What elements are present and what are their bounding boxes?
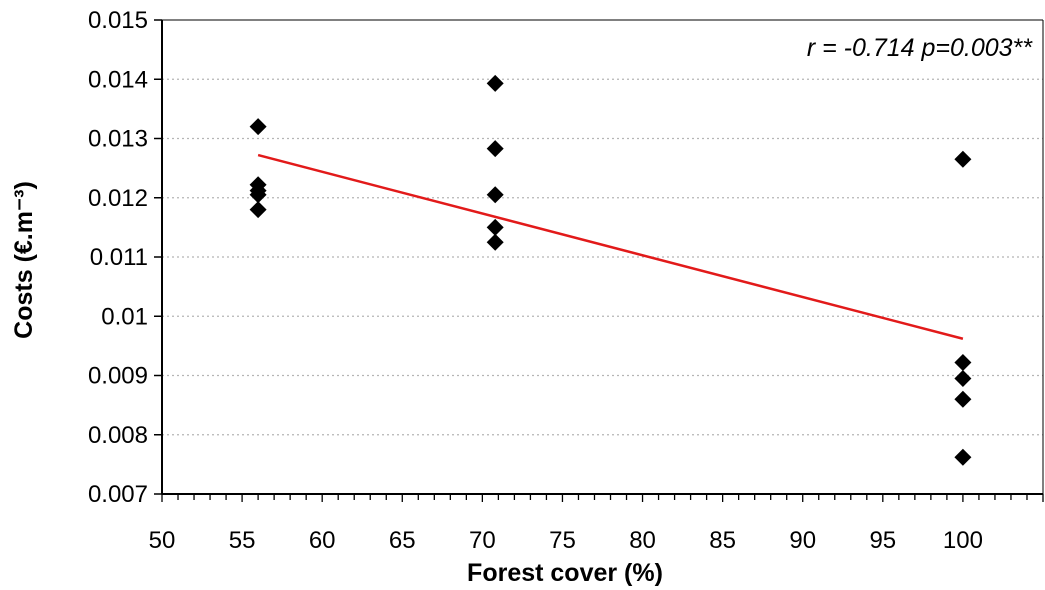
x-tick-label: 90 [789, 527, 816, 554]
y-tick-label: 0.014 [88, 66, 148, 93]
x-tick-label: 75 [549, 527, 576, 554]
data-points [249, 74, 972, 466]
data-point [954, 390, 972, 408]
trendline [257, 153, 964, 340]
data-point [486, 140, 504, 158]
y-tick-label: 0.007 [88, 481, 148, 508]
x-tick-label: 55 [229, 527, 256, 554]
x-tick-label: 95 [869, 527, 896, 554]
data-point [954, 448, 972, 466]
x-tick-label: 70 [469, 527, 496, 554]
y-tick-label: 0.015 [88, 7, 148, 34]
x-tick-label: 60 [309, 527, 336, 554]
y-tick-label: 0.011 [90, 244, 148, 271]
gridlines [162, 78, 1043, 436]
data-point [954, 369, 972, 387]
x-axis-title: Forest cover (%) [467, 559, 663, 587]
x-tick-label: 100 [943, 527, 983, 554]
x-tick-label: 50 [149, 527, 176, 554]
data-point [249, 118, 267, 136]
trendline-group [257, 153, 964, 340]
x-tick-label: 85 [709, 527, 736, 554]
y-tick-label: 0.008 [88, 422, 148, 449]
data-point [954, 353, 972, 371]
x-tick-label: 80 [629, 527, 656, 554]
data-point [486, 186, 504, 204]
y-tick-label: 0.01 [101, 303, 148, 330]
data-point [954, 150, 972, 168]
data-point [486, 218, 504, 236]
x-tick-label: 65 [389, 527, 416, 554]
data-point [249, 201, 267, 219]
data-point [249, 186, 267, 204]
data-point [486, 233, 504, 251]
x-axis-ticks: 50 55 60 65 70 75 80 85 90 95 100 [149, 494, 1044, 554]
y-axis-title: Costs (€.m⁻³) [10, 181, 38, 339]
data-point [486, 74, 504, 92]
y-tick-label: 0.013 [88, 126, 148, 153]
correlation-annotation: r = -0.714 p=0.003** [807, 34, 1033, 62]
y-tick-label: 0.009 [88, 363, 148, 390]
y-axis-ticks: 0.007 0.008 0.009 0.01 0.011 0.012 0.013 0.014 0… [88, 7, 162, 508]
y-tick-label: 0.012 [88, 185, 148, 212]
